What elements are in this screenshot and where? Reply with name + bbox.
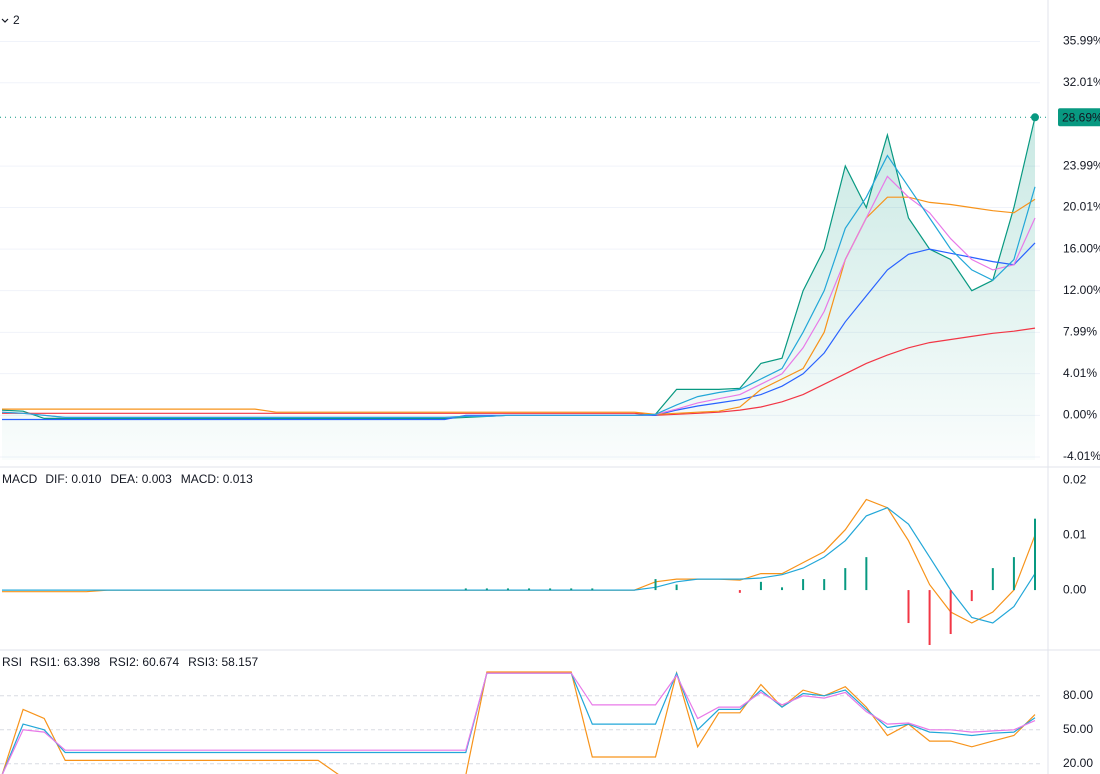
toolbar-label[interactable]: 2 xyxy=(13,13,20,27)
series-line xyxy=(2,498,1036,624)
y-tick-label: -4.01% xyxy=(1063,449,1100,463)
y-tick-label: 35.99% xyxy=(1063,34,1100,48)
legend-entry: MACD: 0.013 xyxy=(181,472,253,486)
histogram-bar xyxy=(506,588,509,591)
legend-entry: RSI1: 63.398 xyxy=(30,655,100,669)
histogram-bar xyxy=(823,579,826,591)
series-line xyxy=(1,670,1036,774)
histogram-bar xyxy=(907,590,910,624)
histogram-bar xyxy=(928,590,931,645)
series-line xyxy=(1,671,1036,774)
price-area xyxy=(2,117,1035,460)
y-tick-label: 16.00% xyxy=(1063,241,1100,255)
pane xyxy=(0,40,1040,460)
histogram-bar xyxy=(970,590,973,602)
histogram-bar xyxy=(485,588,488,591)
series-line xyxy=(2,327,1036,416)
legend-entry: RSI3: 58.157 xyxy=(188,655,258,669)
histogram-bar xyxy=(781,587,784,591)
y-tick-label: 12.00% xyxy=(1063,283,1100,297)
last-price-label: 28.69% xyxy=(1062,110,1100,124)
y-tick-label: 0.01 xyxy=(1063,527,1087,541)
histogram-bar xyxy=(802,579,805,591)
histogram-bar xyxy=(464,588,467,591)
series-line xyxy=(2,507,1036,624)
legend-entry: DEA: 0.003 xyxy=(110,472,172,486)
pane xyxy=(2,498,1036,645)
y-tick-label: 23.99% xyxy=(1063,158,1100,172)
y-tick-label: 0.00 xyxy=(1063,582,1087,596)
y-tick-label: 32.01% xyxy=(1063,75,1100,89)
y-tick-label: 80.00 xyxy=(1063,688,1093,702)
histogram-bar xyxy=(549,588,552,591)
y-tick-label: 50.00 xyxy=(1063,722,1093,736)
last-price-box xyxy=(1058,108,1100,127)
y-tick-label: 7.99% xyxy=(1063,325,1097,339)
series-line xyxy=(1,672,1036,774)
legend-entry: DIF: 0.010 xyxy=(45,472,101,486)
histogram-bar xyxy=(654,579,657,591)
collapse-icon[interactable] xyxy=(1,18,9,23)
pane-title: MACD xyxy=(2,472,38,486)
histogram-bar xyxy=(675,584,678,591)
histogram-bar xyxy=(528,588,531,591)
series-line xyxy=(1,154,1036,418)
y-tick-label: 4.01% xyxy=(1063,366,1097,380)
legend-entry: RSI2: 60.674 xyxy=(109,655,179,669)
histogram-bar xyxy=(844,568,847,591)
histogram-bar xyxy=(591,588,594,591)
histogram-bar xyxy=(738,590,741,593)
last-price-dot xyxy=(1031,113,1039,122)
histogram-bar xyxy=(865,557,868,591)
histogram-bar xyxy=(949,590,952,635)
pane xyxy=(0,670,1040,774)
y-tick-label: 20.00 xyxy=(1063,756,1093,770)
y-tick-label: 0.02 xyxy=(1063,472,1087,486)
histogram-bar xyxy=(991,568,994,591)
histogram-bar xyxy=(1012,557,1015,591)
histogram-bar xyxy=(1034,518,1036,591)
y-tick-label: 20.01% xyxy=(1063,200,1100,214)
histogram-bar xyxy=(759,581,762,591)
histogram-bar xyxy=(570,588,573,591)
y-tick-label: 0.00% xyxy=(1063,408,1097,422)
pane-title: RSI xyxy=(2,655,22,669)
